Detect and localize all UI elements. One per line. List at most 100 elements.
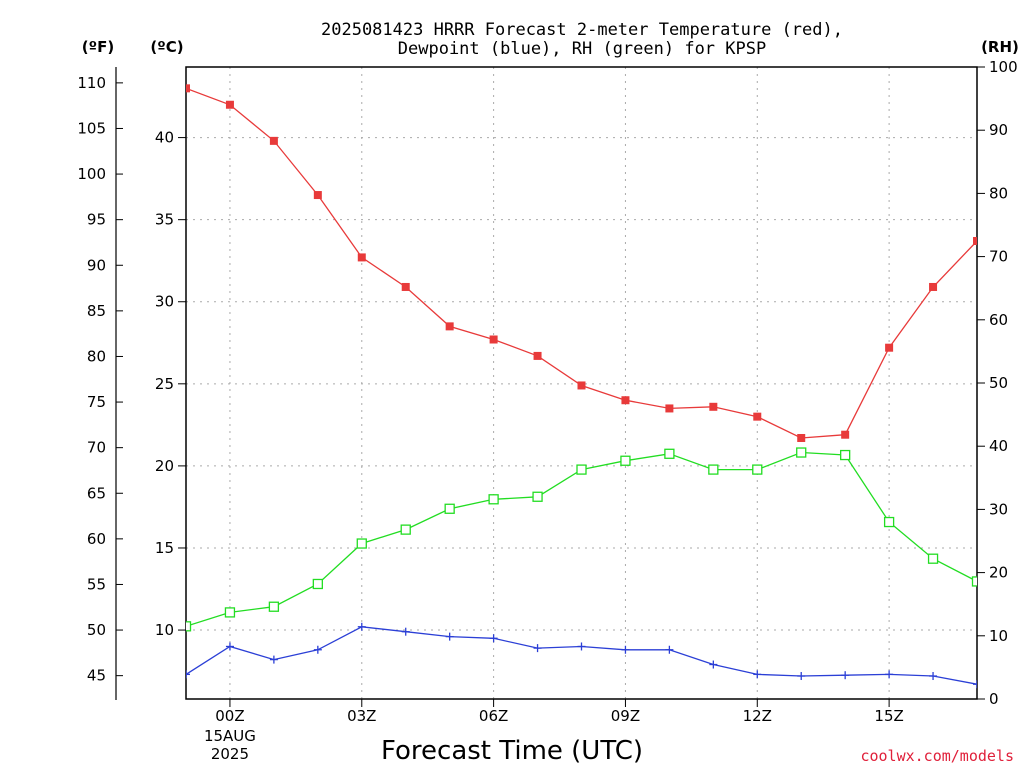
- chart-title-line-2: Dewpoint (blue), RH (green) for KPSP: [398, 39, 766, 59]
- rh-tick-label: 60: [989, 311, 1008, 329]
- dewpoint-point: [709, 660, 718, 669]
- dewpoint-point: [401, 627, 410, 636]
- temperature-point: [269, 136, 278, 145]
- fahrenheit-tick-label: 60: [87, 530, 106, 548]
- rh-point: [752, 464, 763, 475]
- rh-point: [488, 494, 499, 505]
- time-tick-label: 06Z: [479, 707, 508, 725]
- dewpoint-point: [621, 645, 630, 654]
- celsius-tick-label: 25: [155, 375, 174, 393]
- date-label: 2025: [211, 745, 249, 763]
- celsius-tick-label: 35: [155, 211, 174, 229]
- dewpoint-point: [797, 672, 806, 681]
- temperature-point: [929, 282, 938, 291]
- celsius-tick-label: 15: [155, 539, 174, 557]
- fahrenheit-tick-label: 75: [87, 393, 106, 411]
- rh-tick-label: 40: [989, 437, 1008, 455]
- rh-tick-label: 20: [989, 564, 1008, 582]
- fahrenheit-tick-label: 90: [87, 256, 106, 274]
- celsius-unit-label: (ºC): [150, 38, 183, 56]
- chart-title-line-1: 2025081423 HRRR Forecast 2-meter Tempera…: [321, 20, 843, 40]
- temperature-point: [665, 404, 674, 413]
- temperature-point: [357, 253, 366, 262]
- fahrenheit-tick-label: 50: [87, 621, 106, 639]
- dewpoint-point: [225, 642, 234, 651]
- dewpoint-point: [533, 644, 542, 653]
- celsius-tick-label: 30: [155, 293, 174, 311]
- rh-point: [840, 449, 851, 461]
- celsius-tick-label: 20: [155, 457, 174, 475]
- temperature-point: [973, 237, 977, 246]
- temperature-point: [225, 100, 234, 109]
- dewpoint-point: [357, 622, 366, 631]
- fahrenheit-unit-label: (ºF): [82, 38, 114, 56]
- rh-point: [400, 524, 411, 535]
- celsius-tick-label: 10: [155, 621, 174, 639]
- series-layer: [186, 84, 977, 689]
- temperature-point: [445, 322, 454, 331]
- rh-point: [356, 538, 367, 549]
- date-label: 15AUG: [204, 727, 256, 745]
- rh-point: [532, 491, 543, 502]
- rh-point: [186, 621, 192, 632]
- dewpoint-point: [445, 632, 454, 641]
- rh-point: [927, 553, 939, 564]
- fahrenheit-tick-label: 70: [87, 439, 106, 457]
- rh-point: [971, 576, 977, 587]
- dewpoint-point: [973, 680, 977, 689]
- temperature-point: [186, 84, 190, 93]
- series-dewpoint: [186, 622, 977, 689]
- dewpoint-line: [186, 626, 977, 685]
- x-axis-label: Forecast Time (UTC): [381, 736, 643, 766]
- temperature-point: [621, 396, 630, 405]
- celsius-axis: 10 15 20 25 30 35 40: [155, 129, 186, 639]
- series-rh: [186, 447, 977, 632]
- dewpoint-point: [841, 671, 850, 680]
- source-credit: coolwx.com/models: [860, 747, 1014, 765]
- dewpoint-point: [753, 670, 762, 679]
- time-tick-label: 12Z: [743, 707, 772, 725]
- dewpoint-point: [929, 672, 938, 681]
- dewpoint-point: [186, 670, 190, 679]
- time-tick-label: 15Z: [874, 707, 903, 725]
- fahrenheit-tick-label: 105: [77, 119, 106, 137]
- temperature-point: [753, 412, 762, 421]
- temperature-point: [797, 433, 806, 442]
- rh-point: [444, 503, 455, 514]
- dewpoint-point: [313, 645, 322, 654]
- rh-line: [186, 451, 977, 627]
- rh-tick-label: 80: [989, 184, 1008, 202]
- dewpoint-point: [489, 634, 498, 643]
- rh-point: [576, 464, 587, 475]
- fahrenheit-tick-label: 110: [77, 74, 106, 92]
- chart-title: 2025081423 HRRR Forecast 2-meter Tempera…: [321, 20, 843, 59]
- rh-tick-label: 100: [989, 58, 1018, 76]
- rh-point: [620, 455, 631, 466]
- fahrenheit-axis: 45 50 55 60 65 70 75 80 85 90 95 100 105 110: [77, 67, 123, 700]
- temperature-point: [313, 191, 322, 200]
- rh-tick-label: 10: [989, 627, 1008, 645]
- rh-point: [224, 607, 236, 618]
- fahrenheit-tick-label: 45: [87, 667, 106, 685]
- fahrenheit-tick-label: 65: [87, 484, 106, 502]
- rh-tick-label: 70: [989, 248, 1008, 266]
- fahrenheit-tick-label: 55: [87, 575, 106, 593]
- rh-point: [312, 578, 323, 590]
- celsius-tick-label: 40: [155, 129, 174, 147]
- fahrenheit-tick-label: 85: [87, 302, 106, 320]
- rh-tick-label: 30: [989, 500, 1008, 518]
- rh-tick-label: 50: [989, 374, 1008, 392]
- time-tick-label: 09Z: [611, 707, 640, 725]
- fahrenheit-tick-label: 95: [87, 211, 106, 229]
- rh-tick-label: 0: [989, 690, 999, 708]
- time-tick-label: 03Z: [347, 707, 376, 725]
- rh-point: [268, 601, 280, 612]
- rh-point: [796, 447, 807, 458]
- rh-unit-label: (RH): [981, 38, 1019, 56]
- temperature-point: [885, 343, 894, 352]
- rh-point: [883, 516, 895, 528]
- grid-lines: [186, 67, 977, 699]
- temperature-point: [577, 381, 586, 390]
